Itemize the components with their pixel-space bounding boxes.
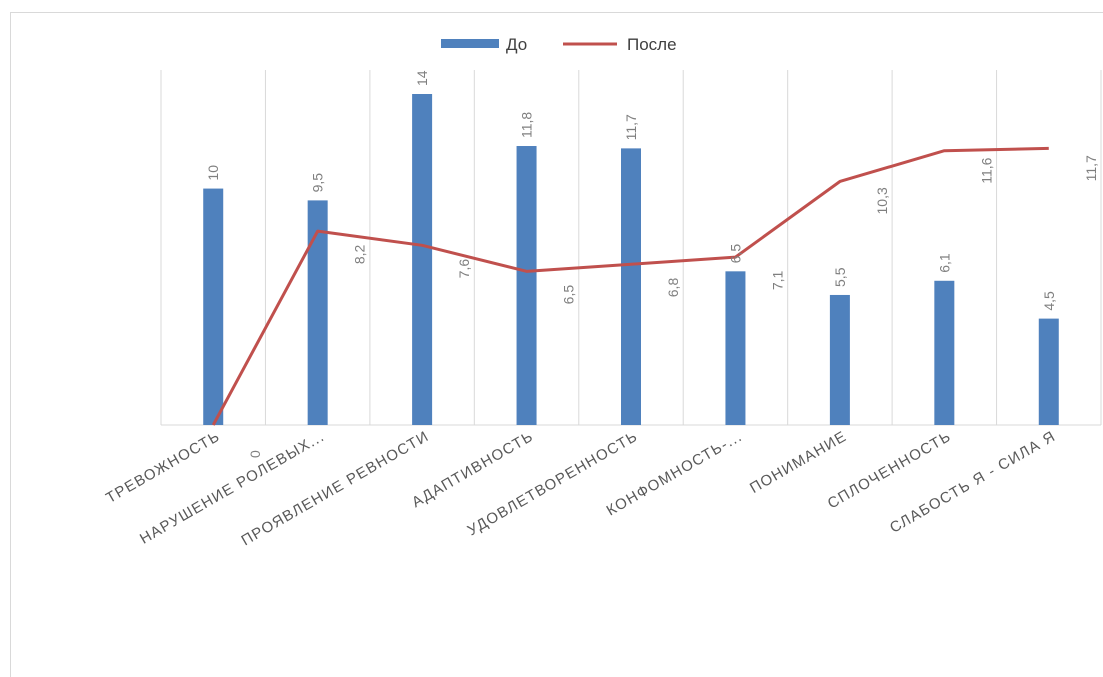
data-label-do: 6,1 (936, 253, 952, 273)
data-label-do: 10 (205, 165, 221, 181)
data-label-posle: 11,6 (978, 157, 994, 183)
data-label-layer: 10 9,5 14 11,8 11,7 6,5 5,5 6,1 4,5 0 8,2 7,6 6,5 6,8… (205, 70, 1099, 458)
data-label-posle: 10,3 (874, 187, 890, 214)
data-label-do: 4,5 (1041, 291, 1057, 311)
legend-label-do: До (506, 35, 527, 54)
data-label-posle: 6,5 (561, 285, 577, 305)
legend: До После (441, 35, 677, 54)
data-label-posle: 7,1 (769, 270, 785, 290)
bar-do (412, 94, 433, 425)
data-label-posle: 7,6 (456, 259, 472, 279)
bar-series-layer (203, 94, 1059, 425)
data-label-do: 9,5 (310, 173, 326, 193)
x-tick-label: НАРУШЕНИЕ РОЛЕВЫХ... (137, 428, 328, 548)
line-posle (211, 146, 1049, 426)
data-label-do: 5,5 (832, 267, 848, 287)
bar-do (934, 280, 955, 425)
chart-frame (10, 12, 1103, 677)
x-tick-label: ПОНИМАНИЕ (747, 428, 850, 497)
data-label-do: 14 (414, 70, 430, 86)
data-label-do: 6,5 (727, 244, 743, 264)
data-label-posle: 0 (247, 450, 263, 458)
legend-label-posle: После (627, 35, 677, 54)
bar-do (516, 146, 537, 425)
data-label-posle: 6,8 (665, 278, 681, 298)
bar-do (203, 188, 224, 425)
x-tick-label: ПРОЯВЛЕНИЕ РЕВНОСТИ (239, 428, 433, 550)
bar-do (725, 271, 746, 425)
data-label-posle: 8,2 (352, 244, 368, 264)
bar-do (621, 148, 641, 425)
x-tick-label: УДОВЛЕТВОРЕННОСТЬ (465, 428, 641, 540)
bar-do (307, 200, 328, 425)
x-tick-label: СЛАБОСТЬ Я - СИЛА Я (887, 428, 1059, 537)
data-label-posle: 11,7 (1083, 155, 1099, 181)
bar-do (1038, 318, 1059, 425)
line-series-layer (211, 146, 1049, 426)
legend-swatch-do (441, 39, 499, 48)
bar-do (829, 294, 850, 425)
data-label-do: 11,8 (519, 112, 535, 138)
data-label-do: 11,7 (623, 114, 639, 140)
